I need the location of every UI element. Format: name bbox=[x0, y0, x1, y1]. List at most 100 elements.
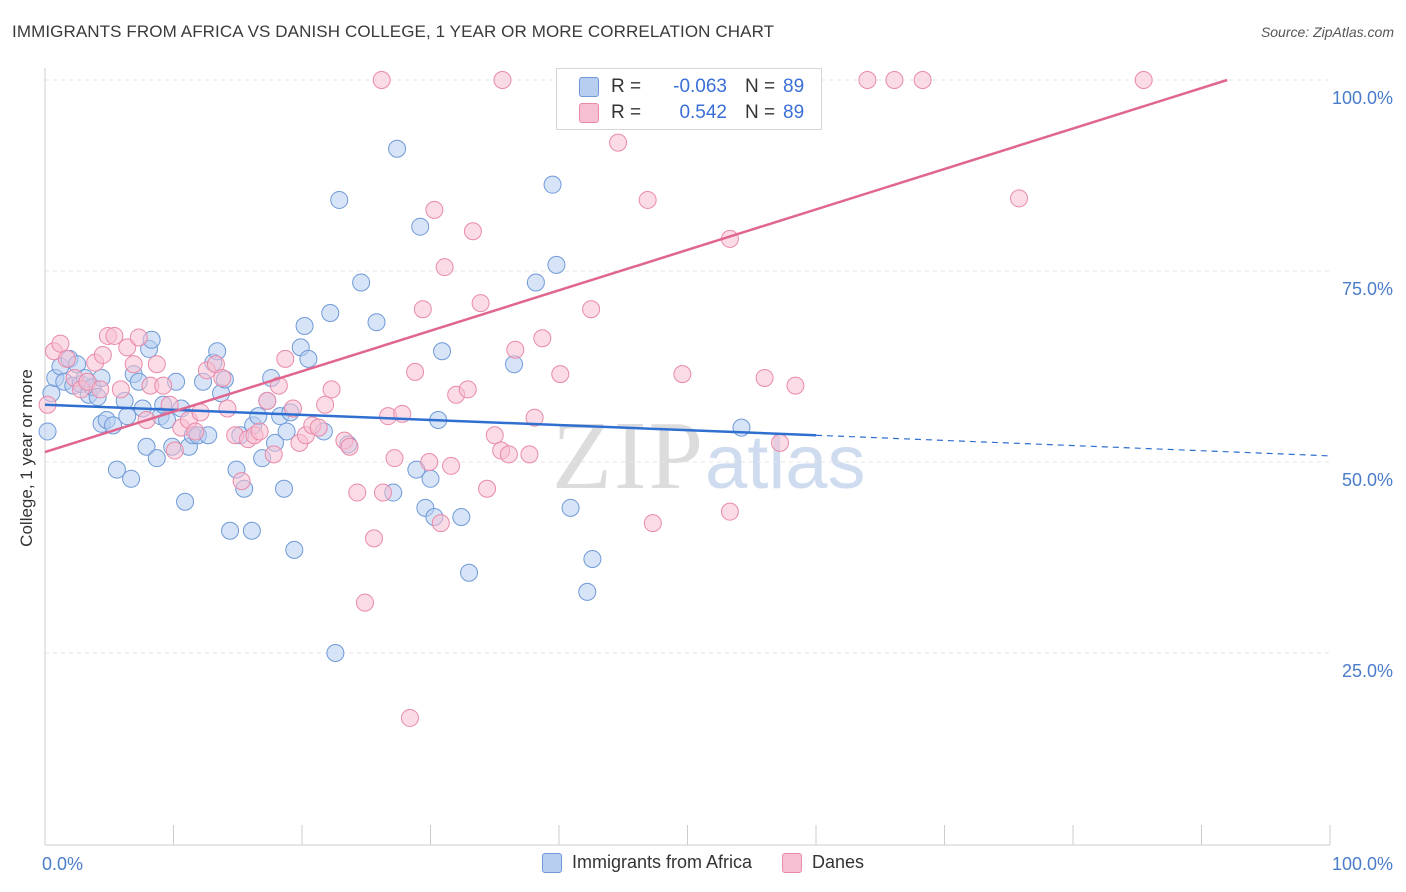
danes-point bbox=[309, 418, 328, 437]
danes-point bbox=[435, 258, 454, 277]
africa-point bbox=[411, 217, 430, 236]
danes-point bbox=[258, 391, 277, 410]
africa-point bbox=[367, 313, 386, 332]
danes-point bbox=[442, 456, 461, 475]
danes-point bbox=[506, 340, 525, 359]
africa-point bbox=[547, 255, 566, 274]
danes-point bbox=[105, 326, 124, 345]
africa-point bbox=[137, 437, 156, 456]
danes-point bbox=[348, 483, 367, 502]
series-legend: Immigrants from Africa Danes bbox=[0, 852, 1406, 873]
danes-point bbox=[111, 380, 130, 399]
danes-point bbox=[673, 365, 692, 384]
y-tick-label: 75.0% bbox=[1342, 279, 1393, 299]
danes-point bbox=[551, 365, 570, 384]
danes-point bbox=[57, 349, 76, 368]
africa-trend-extension bbox=[815, 434, 1331, 457]
africa-point bbox=[295, 317, 314, 336]
africa-point bbox=[326, 644, 345, 662]
africa-point bbox=[277, 422, 296, 441]
danes-point bbox=[372, 71, 391, 89]
danes-point bbox=[885, 71, 904, 89]
danes-point bbox=[373, 483, 392, 502]
danes-point bbox=[165, 441, 184, 460]
danes-point bbox=[582, 300, 601, 319]
danes-point bbox=[154, 376, 173, 395]
danes-point bbox=[93, 346, 112, 365]
danes-point bbox=[458, 380, 477, 399]
africa-point bbox=[122, 469, 141, 488]
danes-trend-line bbox=[44, 78, 1228, 454]
danes-point bbox=[147, 355, 166, 374]
danes-point bbox=[720, 502, 739, 521]
africa-point bbox=[352, 273, 371, 292]
danes-point bbox=[264, 445, 283, 464]
africa-point bbox=[176, 492, 195, 511]
africa-point bbox=[460, 563, 479, 582]
series-legend-africa[interactable]: Immigrants from Africa bbox=[541, 852, 752, 873]
series-legend-danes[interactable]: Danes bbox=[782, 852, 864, 873]
africa-point bbox=[285, 540, 304, 559]
source-label: Source: ZipAtlas.com bbox=[1260, 24, 1394, 40]
danes-point bbox=[1134, 71, 1153, 89]
legend-row-danes: R = 0.542 N = 89 bbox=[579, 101, 804, 125]
danes-point bbox=[485, 426, 504, 445]
africa-point bbox=[578, 582, 597, 601]
y-tick-label: 25.0% bbox=[1342, 661, 1393, 681]
africa-point bbox=[330, 190, 349, 209]
danes-point bbox=[771, 433, 790, 452]
africa-point bbox=[433, 342, 452, 361]
africa-point bbox=[299, 349, 318, 368]
danes-point bbox=[186, 422, 205, 441]
danes-point bbox=[250, 422, 269, 441]
africa-point bbox=[526, 273, 545, 292]
africa-trend-line bbox=[44, 403, 817, 437]
legend-r-value: -0.063 bbox=[673, 76, 727, 97]
africa-point bbox=[249, 407, 268, 426]
danes-point bbox=[129, 328, 148, 347]
danes-point bbox=[91, 380, 110, 399]
chart-title: IMMIGRANTS FROM AFRICA VS DANISH COLLEGE… bbox=[12, 22, 775, 41]
danes-point bbox=[493, 71, 512, 89]
africa-point bbox=[275, 479, 294, 498]
series-swatch-africa bbox=[541, 852, 562, 873]
danes-point bbox=[316, 395, 335, 414]
danes-point bbox=[213, 368, 232, 387]
danes-point bbox=[533, 329, 552, 348]
danes-point bbox=[431, 514, 450, 533]
danes-point bbox=[858, 71, 877, 89]
africa-point bbox=[147, 449, 166, 468]
danes-point bbox=[638, 190, 657, 209]
danes-point bbox=[463, 222, 482, 241]
danes-point bbox=[364, 529, 383, 548]
africa-point bbox=[118, 407, 137, 426]
danes-point bbox=[471, 294, 490, 313]
africa-point bbox=[561, 498, 580, 517]
africa-point bbox=[452, 508, 471, 527]
x-tick-label: 0.0% bbox=[42, 854, 83, 874]
danes-point bbox=[355, 593, 374, 612]
x-tick-label: 100.0% bbox=[1332, 854, 1393, 874]
africa-point bbox=[242, 521, 261, 540]
danes-point bbox=[643, 514, 662, 533]
danes-point bbox=[786, 376, 805, 395]
series-legend-label: Immigrants from Africa bbox=[571, 852, 752, 872]
danes-point bbox=[609, 133, 628, 152]
legend-n-label: N = bbox=[745, 102, 776, 123]
legend-r-value: 0.542 bbox=[679, 102, 727, 123]
africa-point bbox=[321, 304, 340, 323]
danes-point bbox=[413, 300, 432, 319]
series-swatch-danes bbox=[782, 852, 802, 873]
series-legend-label: Danes bbox=[812, 852, 865, 872]
africa-point bbox=[543, 175, 562, 194]
danes-point bbox=[340, 437, 359, 456]
danes-point bbox=[322, 380, 341, 399]
africa-point bbox=[421, 469, 440, 488]
legend-n-value: 89 bbox=[783, 102, 805, 123]
legend-r-label: R = bbox=[611, 76, 642, 97]
danes-point bbox=[406, 362, 425, 381]
danes-point bbox=[276, 349, 295, 368]
danes-point bbox=[400, 708, 419, 727]
legend-n-value: 89 bbox=[783, 76, 805, 97]
